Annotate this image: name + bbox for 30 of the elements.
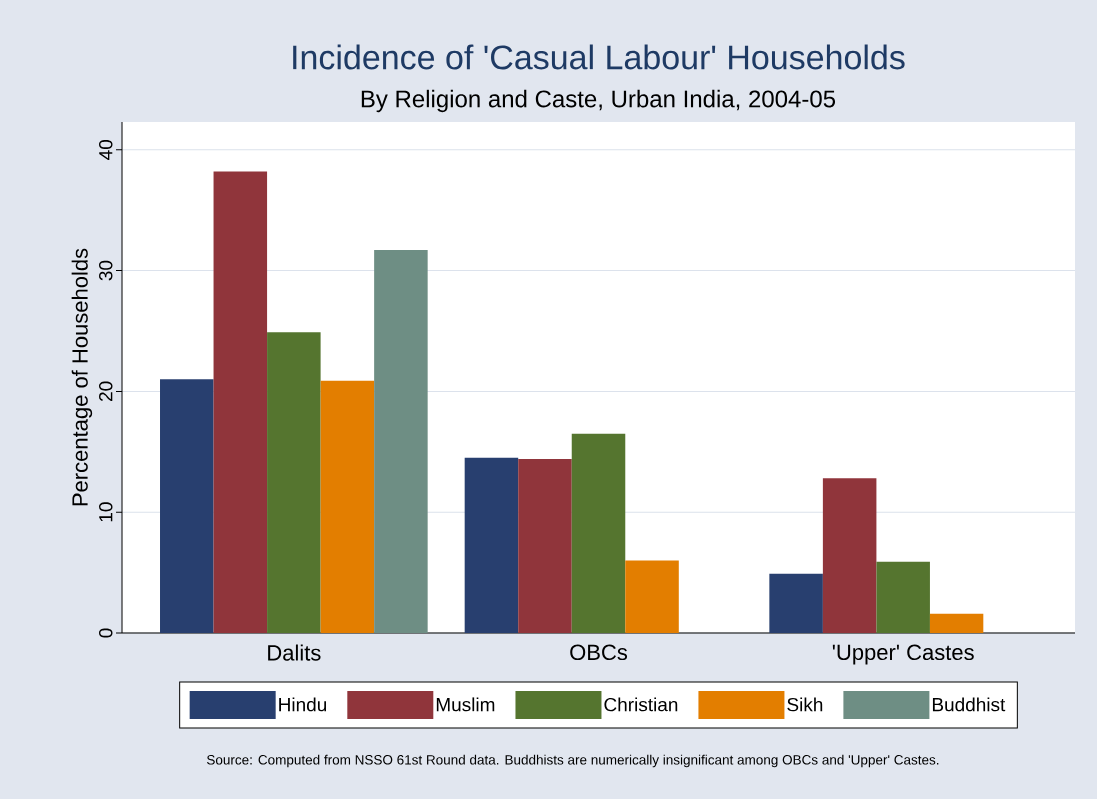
bar	[213, 171, 268, 633]
bar	[464, 457, 519, 633]
y-tick-label: 10	[99, 502, 113, 522]
source-note: Source: Computed from NSSO 61st Round data. Buddhists are numerically insignificant among OBCs and 'Upper' Castes.	[206, 754, 939, 768]
bar	[929, 613, 984, 633]
bar	[374, 250, 428, 633]
bar	[320, 380, 375, 633]
bar	[518, 459, 572, 633]
bar	[876, 561, 930, 633]
bar	[769, 573, 823, 633]
bar	[160, 379, 214, 633]
y-tick-label: 30	[99, 260, 113, 281]
bar	[625, 560, 679, 633]
x-tick-label: Dalits	[268, 644, 321, 661]
x-tick-label: 'Upper' Castes	[832, 644, 974, 665]
legend-label: Christian	[604, 697, 678, 712]
bar	[571, 433, 626, 633]
legend-label: Muslim	[436, 697, 495, 712]
y-axis-title: Percentage of Households	[71, 248, 93, 506]
y-tick-label: 40	[99, 139, 113, 160]
chart-subtitle: By Religion and Caste, Urban India, 2004-05	[361, 89, 836, 113]
legend-label: Buddhist	[932, 697, 1006, 712]
bar	[822, 478, 877, 633]
x-tick-label: OBCs	[570, 644, 628, 661]
y-tick-label: 20	[99, 381, 113, 401]
bar	[267, 332, 321, 633]
legend-label: Sikh	[787, 697, 823, 712]
y-tick-label: 0	[99, 628, 113, 638]
chart-title: Incidence of 'Casual Labour' Households	[293, 44, 905, 70]
legend-label: Hindu	[279, 697, 327, 712]
